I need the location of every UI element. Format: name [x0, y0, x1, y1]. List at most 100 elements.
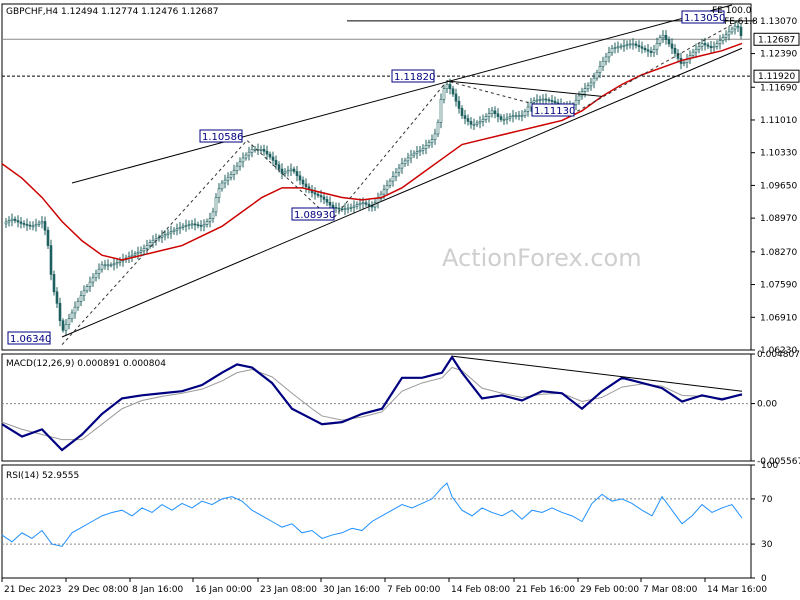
x-tick-label: 29 Dec 08:00 [68, 585, 129, 595]
candle-body [475, 122, 479, 125]
candle-body [514, 115, 518, 117]
candle-body [430, 139, 434, 143]
price-panel-frame [1, 3, 752, 351]
symbol-header: GBPCHF,H4 1.12494 1.12774 1.12476 1.1268… [6, 7, 218, 17]
candle-body [19, 221, 23, 224]
candle-body [280, 168, 284, 174]
candle-body [136, 252, 140, 255]
candle-body [184, 225, 188, 227]
price-box-label: 1.11920 [758, 72, 795, 82]
level-label-box [199, 129, 243, 143]
candle-body [4, 221, 8, 225]
candle-body [442, 88, 446, 100]
macd-tick-label: -0.005567 [757, 457, 800, 467]
level-label-text: 1.13050 [684, 13, 725, 24]
candle-body [367, 203, 371, 206]
candle-body [436, 122, 440, 135]
candle-body [490, 110, 494, 115]
fe618-label: FE 61.8 [724, 17, 758, 27]
watermark: ActionForex.com [442, 244, 642, 272]
price-box-label: 1.12687 [758, 35, 795, 45]
candle-body [55, 291, 59, 304]
rsi-tick-label: 100 [761, 461, 778, 471]
candle-body [112, 263, 116, 266]
candle-body [574, 99, 578, 105]
price-tick-label: 1.11010 [760, 116, 797, 126]
price-tick-label: 1.06910 [760, 313, 797, 323]
candle-body [667, 39, 671, 45]
candle-body [739, 26, 743, 37]
candle-body [673, 47, 677, 54]
candle-body [637, 45, 641, 48]
candle-body [271, 156, 275, 161]
price-tick-label: 1.11690 [760, 83, 797, 93]
candle-body [664, 34, 668, 40]
candle-body [544, 98, 548, 101]
x-tick-label: 16 Jan 00:00 [195, 585, 252, 595]
candle-body [34, 224, 38, 227]
candle-body [445, 84, 449, 89]
candle-body [487, 113, 491, 117]
candle-body [163, 234, 167, 237]
candle-body [40, 221, 44, 224]
candle-body [109, 264, 113, 267]
candle-body [595, 72, 599, 79]
candle-body [697, 46, 701, 50]
candle-body [325, 199, 329, 203]
candle-body [511, 115, 515, 117]
level-label-box [681, 10, 725, 24]
candle-body [415, 151, 419, 154]
candle-body [586, 85, 590, 89]
candle-body [187, 224, 191, 226]
candle-body [646, 49, 650, 52]
candle-body [535, 99, 539, 102]
x-tick-label: 23 Jan 08:00 [260, 585, 317, 595]
candle-body [505, 117, 509, 120]
x-tick-label: 8 Jan 16:00 [132, 585, 184, 595]
level-label-text: 1.11820 [394, 72, 435, 83]
candle-body [706, 44, 710, 47]
candle-body [481, 119, 485, 122]
candle-body [169, 231, 173, 234]
candle-body [538, 98, 542, 101]
macd-tick-label: 0.004807 [757, 350, 800, 360]
price-box [753, 69, 800, 83]
candle-body [148, 242, 152, 246]
candle-body [649, 50, 653, 53]
candle-body [724, 34, 728, 38]
candle-body [403, 160, 407, 165]
candle-body [634, 43, 638, 46]
candle-body [208, 218, 212, 222]
candle-body [91, 277, 95, 283]
candle-body [250, 149, 254, 153]
candle-body [61, 320, 65, 331]
candle-body [301, 179, 305, 185]
candle-body [100, 264, 104, 270]
candle-body [523, 111, 527, 116]
x-tick-label: 21 Feb 16:00 [516, 585, 575, 595]
candle-body [352, 205, 356, 208]
candle-body [292, 168, 296, 172]
candle-body [70, 312, 74, 320]
level-label-1.06340: 1.06340 [7, 331, 51, 345]
candle-body [79, 295, 83, 302]
candle-body [265, 150, 269, 155]
candle-body [25, 224, 29, 226]
candle-body [298, 175, 302, 181]
candle-body [340, 208, 344, 211]
candle-body [640, 46, 644, 49]
price-layer: 1.06340 1.10586 1.08930 1.11820 1.11130 1.130… [1, 4, 751, 346]
candle-body [652, 48, 656, 53]
candle-body [166, 232, 170, 235]
macd-line [1, 355, 743, 452]
candle-body [268, 153, 272, 158]
candle-body [10, 218, 14, 221]
candle-body [433, 133, 437, 141]
candle-body [457, 100, 461, 109]
candle-body [454, 93, 458, 102]
candle-body [508, 116, 512, 119]
candle-body [241, 157, 245, 163]
candle-body [421, 148, 425, 151]
candle-body [22, 223, 26, 225]
level-label-text: 1.11130 [534, 106, 575, 117]
